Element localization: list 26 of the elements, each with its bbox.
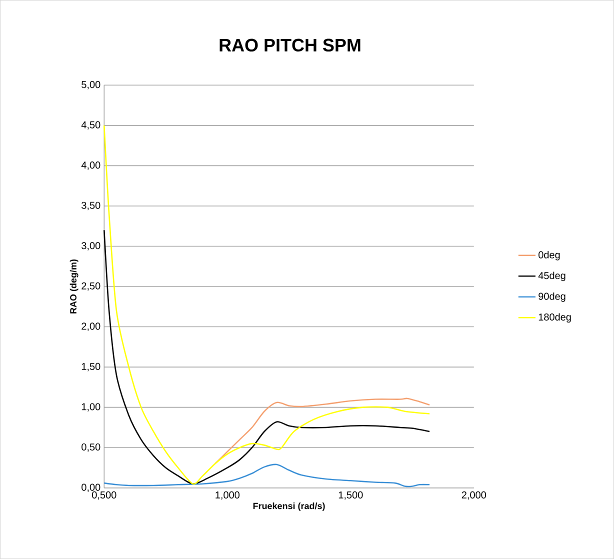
chart-title: RAO PITCH SPM <box>220 38 360 52</box>
y-tick-label: 1,00 <box>82 403 100 412</box>
y-tick-label: 0,00 <box>82 484 100 492</box>
x-tick-label: 2,000 <box>462 491 486 500</box>
x-tick-label: 1,500 <box>338 491 363 500</box>
y-tick-label: 0,50 <box>82 443 100 452</box>
y-tick-label: 5,00 <box>82 81 100 90</box>
y-tick-label: 1,50 <box>82 362 100 372</box>
y-tick-label: 3,00 <box>82 242 100 250</box>
y-tick-label: 4,00 <box>81 162 100 170</box>
x-axis-title: Fruekensi (rad/s) <box>253 502 325 511</box>
y-tick-label: 3,50 <box>82 202 100 210</box>
x-tick-label: 1,000 <box>216 491 240 500</box>
x-tick-label: 0,500 <box>92 491 116 500</box>
line-series <box>103 229 430 484</box>
legend-label: 180deg <box>538 313 571 323</box>
line-series <box>214 398 430 464</box>
y-tick-label: 2,00 <box>82 322 100 331</box>
legend-label: 90deg <box>538 292 566 302</box>
line-series <box>103 464 430 488</box>
y-axis-title: RAO (deg/m) <box>70 259 78 314</box>
line-series <box>103 124 430 485</box>
y-tick-label: 4,50 <box>81 121 100 130</box>
legend-label: 0deg <box>538 251 560 260</box>
y-tick-label: 2,50 <box>82 282 100 291</box>
legend-label: 45deg <box>538 272 566 282</box>
